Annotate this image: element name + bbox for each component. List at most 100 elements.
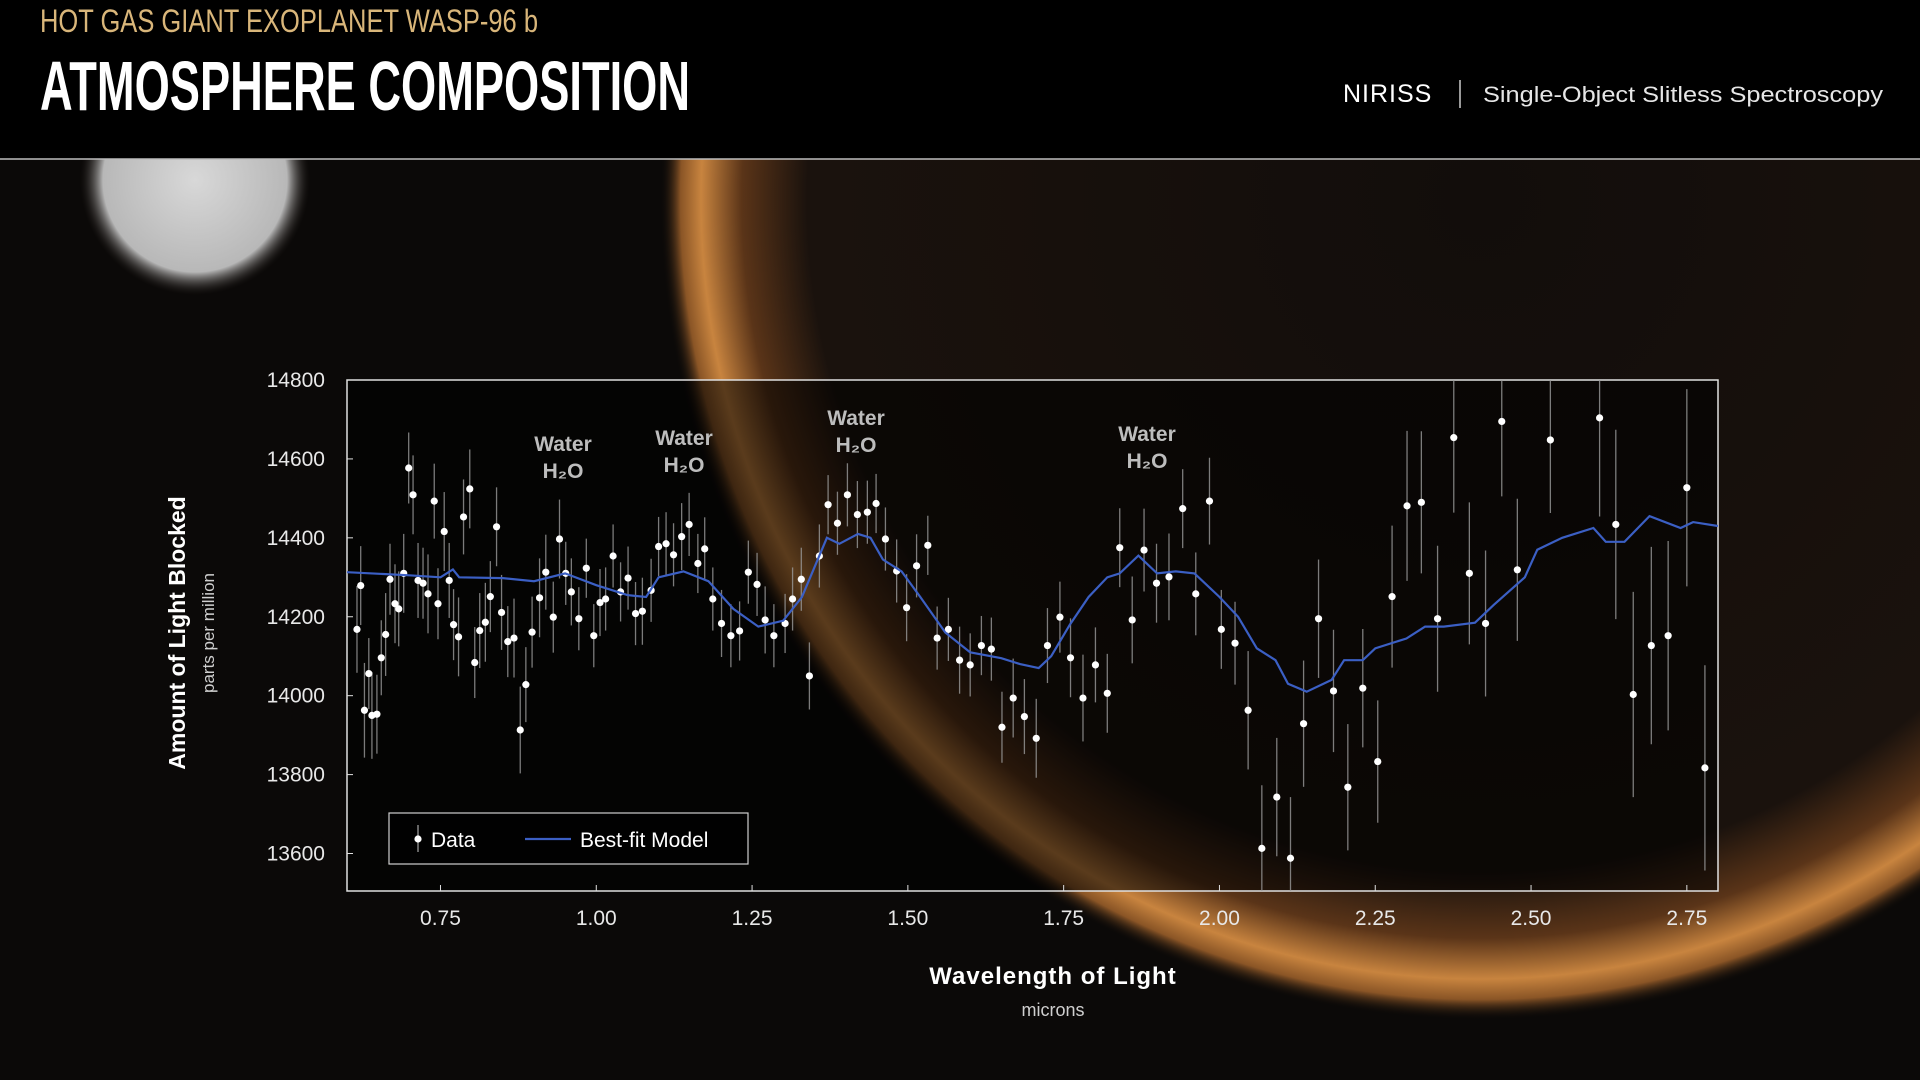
data-point [770, 632, 778, 640]
y-axis-unit: parts per million [199, 573, 218, 693]
data-point [555, 535, 564, 543]
data-point [1128, 616, 1136, 624]
data-point [1103, 689, 1111, 697]
data-point [373, 710, 381, 718]
data-point [872, 499, 880, 508]
y-tick-label: 14400 [267, 527, 325, 550]
data-point [430, 497, 438, 505]
data-point [1056, 613, 1064, 621]
data-point [596, 598, 604, 607]
data-point [1403, 502, 1411, 510]
data-point [497, 608, 506, 617]
data-point [1683, 484, 1691, 492]
data-point [1273, 793, 1281, 801]
data-point [1359, 684, 1367, 692]
data-point [736, 627, 744, 635]
data-point [504, 638, 512, 646]
legend-label: Best-fit Model [580, 829, 708, 852]
data-point [360, 706, 369, 714]
plot-content [347, 380, 1718, 891]
x-tick-label: 1.50 [887, 907, 928, 930]
data-point [843, 491, 852, 499]
data-point [528, 628, 536, 636]
instrument: NIRISS [1343, 80, 1432, 108]
data-point [654, 542, 663, 551]
y-tick-label: 13800 [267, 764, 325, 787]
data-point [459, 513, 468, 521]
data-point [1179, 505, 1187, 513]
x-tick-label: 2.25 [1355, 907, 1396, 930]
data-point [1374, 757, 1382, 766]
data-point [357, 581, 365, 590]
data-point [575, 615, 583, 623]
data-point [638, 607, 646, 615]
data-point [471, 658, 479, 667]
data-point [903, 604, 911, 612]
y-tick-label: 14600 [267, 448, 325, 471]
data-point [1286, 854, 1295, 862]
data-point [1032, 734, 1040, 742]
data-point [1116, 544, 1124, 552]
data-point [535, 594, 544, 602]
data-point [1546, 436, 1554, 444]
data-point [1165, 573, 1173, 581]
x-tick-label: 2.50 [1511, 907, 1552, 930]
data-point [912, 562, 921, 570]
data-point [440, 527, 448, 536]
header [0, 0, 1920, 159]
x-tick-label: 1.00 [576, 907, 617, 930]
legend-marker [414, 835, 422, 843]
data-point [1091, 661, 1100, 669]
data-point [445, 576, 453, 585]
data-point [434, 600, 442, 608]
data-point [797, 575, 805, 583]
y-tick-label: 14000 [267, 685, 325, 708]
data-point [424, 590, 432, 598]
data-point [1465, 569, 1473, 577]
data-point [727, 632, 735, 640]
data-point [522, 681, 530, 689]
data-point [1647, 641, 1655, 650]
data-point [669, 551, 678, 559]
x-tick-label: 1.75 [1043, 907, 1084, 930]
data-point [454, 633, 463, 641]
y-tick-label: 14200 [267, 606, 325, 629]
data-point [833, 519, 842, 527]
data-point [1231, 639, 1239, 647]
data-point [761, 616, 769, 624]
data-point [542, 568, 550, 576]
legend-label: Data [431, 829, 476, 852]
data-point [1079, 694, 1087, 702]
data-point [481, 618, 489, 626]
data-point [492, 523, 501, 531]
plot-area [346, 379, 1719, 892]
data-point [1513, 566, 1521, 574]
data-point [1152, 579, 1161, 587]
data-point [881, 535, 890, 543]
data-point [1299, 720, 1308, 728]
data-point [685, 520, 693, 529]
x-tick-label: 2.75 [1666, 907, 1707, 930]
data-point [395, 605, 403, 613]
data-point [824, 501, 832, 509]
annotation-label: Water [1118, 423, 1176, 446]
data-point [466, 485, 474, 493]
annotation-label: Water [655, 427, 713, 450]
y-tick-label: 14800 [267, 369, 325, 392]
x-axis-unit: microns [1021, 1000, 1084, 1020]
data-point [1450, 434, 1458, 442]
data-point [977, 641, 985, 650]
data-point [966, 661, 974, 669]
data-point [1388, 593, 1396, 601]
data-point [1417, 498, 1425, 506]
data-point [863, 508, 871, 516]
mode: Single-Object Slitless Spectroscopy [1483, 82, 1883, 107]
data-point [486, 593, 494, 601]
data-point [549, 613, 557, 621]
data-point [1314, 615, 1323, 623]
data-point [701, 545, 709, 553]
data-point [1329, 687, 1338, 695]
y-axis-label: Amount of Light Blocked [164, 496, 190, 769]
data-point [678, 533, 686, 541]
